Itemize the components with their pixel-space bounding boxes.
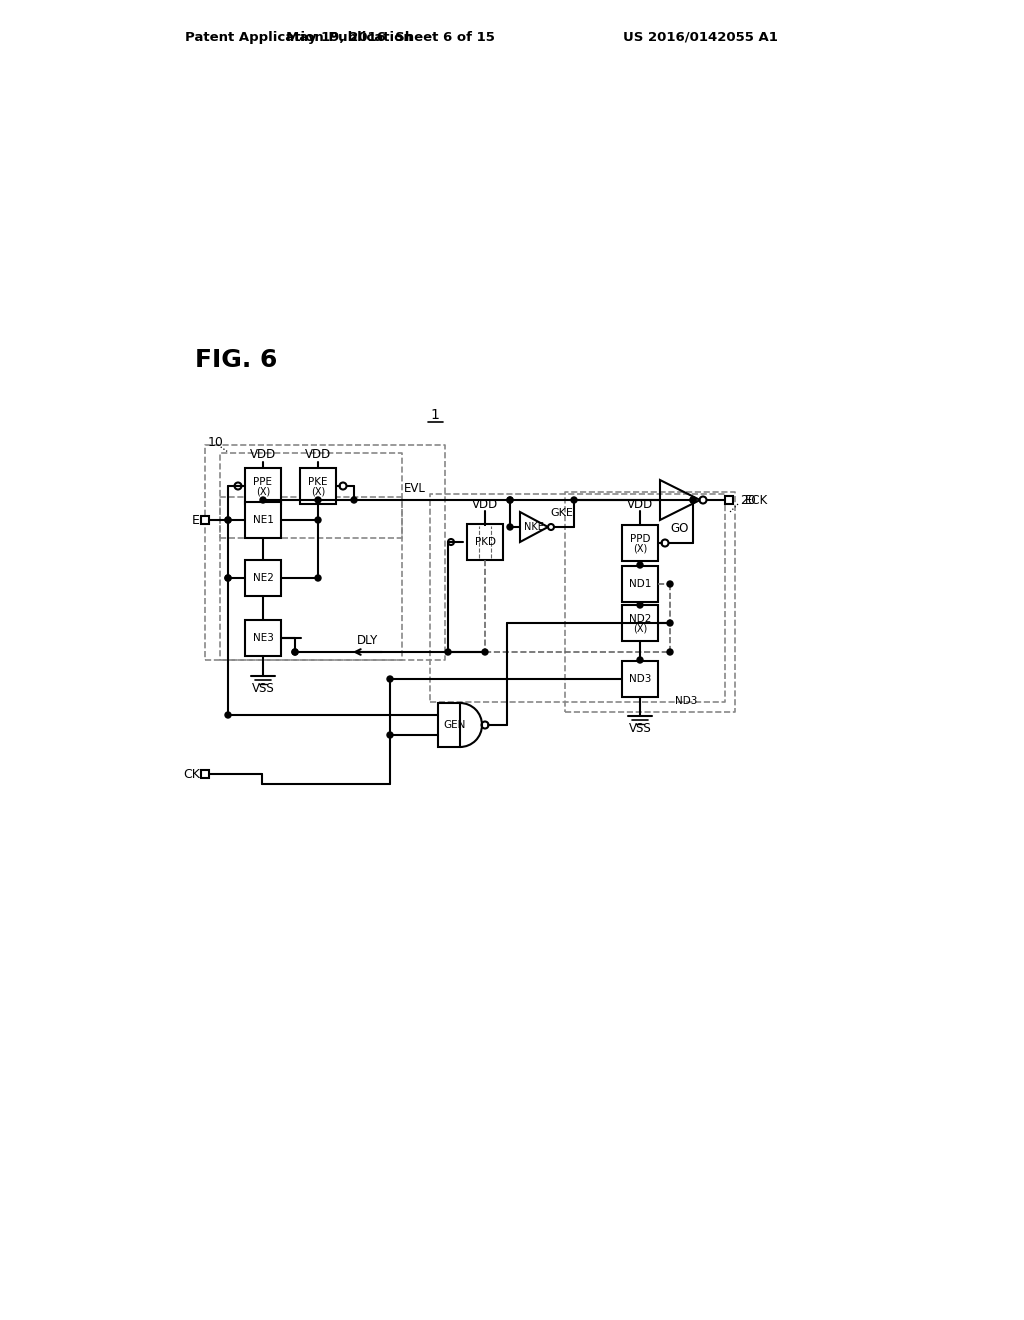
Circle shape (315, 498, 321, 503)
Bar (245, 620, 281, 656)
Circle shape (507, 524, 513, 531)
Text: ND2: ND2 (629, 614, 651, 623)
Circle shape (292, 649, 298, 655)
Text: PPE: PPE (254, 477, 272, 487)
Bar (201, 770, 209, 777)
Circle shape (225, 711, 231, 718)
Circle shape (637, 602, 643, 609)
Circle shape (387, 733, 393, 738)
Text: VDD: VDD (305, 447, 331, 461)
Text: GKE: GKE (551, 508, 573, 517)
Circle shape (351, 498, 357, 503)
Text: NE1: NE1 (253, 515, 273, 525)
Circle shape (667, 649, 673, 655)
Text: (X): (X) (311, 486, 326, 496)
Circle shape (507, 498, 513, 503)
Bar (622, 525, 658, 561)
Text: Patent Application Publication: Patent Application Publication (185, 30, 413, 44)
Circle shape (690, 498, 696, 503)
Text: (X): (X) (256, 486, 270, 496)
Circle shape (637, 657, 643, 663)
Text: ND3: ND3 (675, 696, 697, 706)
Text: VSS: VSS (629, 722, 651, 734)
Text: (X): (X) (633, 544, 647, 553)
Text: May 19, 2016  Sheet 6 of 15: May 19, 2016 Sheet 6 of 15 (286, 30, 495, 44)
Text: NE3: NE3 (253, 634, 273, 643)
Bar (245, 469, 281, 504)
Text: E: E (193, 513, 200, 527)
Bar (725, 496, 733, 504)
Text: VSS: VSS (252, 681, 274, 694)
Text: 10: 10 (208, 436, 224, 449)
Text: DLY: DLY (357, 634, 379, 647)
Circle shape (225, 576, 231, 581)
Circle shape (292, 649, 298, 655)
Circle shape (260, 498, 266, 503)
Text: FIG. 6: FIG. 6 (195, 348, 278, 372)
Circle shape (667, 620, 673, 626)
Text: 1: 1 (430, 408, 439, 422)
Text: VDD: VDD (472, 499, 498, 511)
Circle shape (445, 649, 451, 655)
Text: PKD: PKD (474, 537, 496, 546)
Text: VDD: VDD (627, 499, 653, 511)
Text: CK: CK (183, 767, 200, 780)
Text: ND1: ND1 (629, 579, 651, 589)
Text: GEN: GEN (443, 719, 466, 730)
Bar (245, 502, 281, 539)
Circle shape (571, 498, 577, 503)
Bar (622, 566, 658, 602)
Text: (X): (X) (633, 623, 647, 634)
Bar (467, 524, 503, 560)
Circle shape (387, 676, 393, 682)
Circle shape (667, 581, 673, 587)
Text: NE2: NE2 (253, 573, 273, 583)
Circle shape (315, 576, 321, 581)
Text: US 2016/0142055 A1: US 2016/0142055 A1 (623, 30, 777, 44)
Bar (201, 516, 209, 524)
Bar (438, 704, 460, 747)
Circle shape (482, 649, 488, 655)
Text: NKE: NKE (524, 521, 544, 532)
Circle shape (225, 517, 231, 523)
Circle shape (690, 498, 696, 503)
Bar (245, 560, 281, 597)
Circle shape (637, 562, 643, 568)
Bar (622, 661, 658, 697)
Text: ECK: ECK (745, 494, 768, 507)
Text: PPD: PPD (630, 533, 650, 544)
Circle shape (507, 498, 513, 503)
Circle shape (315, 517, 321, 523)
Text: PKE: PKE (308, 477, 328, 487)
Text: VDD: VDD (250, 447, 276, 461)
Text: ND3: ND3 (629, 675, 651, 684)
Text: GO: GO (671, 521, 689, 535)
Bar (622, 605, 658, 642)
Circle shape (225, 517, 231, 523)
Bar (300, 469, 336, 504)
Text: 20: 20 (740, 494, 756, 507)
Text: EVL: EVL (404, 482, 426, 495)
Circle shape (225, 576, 231, 581)
